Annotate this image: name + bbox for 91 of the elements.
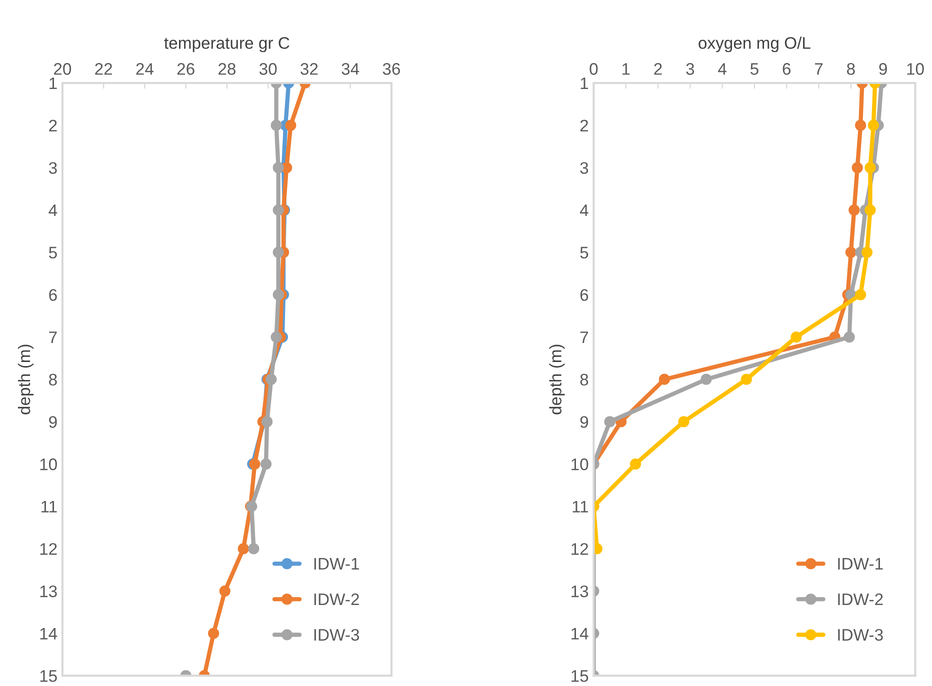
point [270, 331, 282, 343]
y-tick-label: 1 [580, 78, 588, 90]
y-tick-label: 14 [572, 628, 588, 640]
y-tick-label: 15 [40, 670, 57, 682]
x-tick-label: 5 [750, 63, 758, 75]
y-axis-title: depth (m) [549, 344, 565, 414]
x-tick-label: 1 [622, 63, 630, 75]
y-tick-label: 4 [48, 204, 58, 216]
point [855, 289, 866, 300]
y-tick-label: 2 [580, 120, 588, 132]
x-tick-label: 4 [718, 63, 726, 75]
point [848, 204, 860, 216]
y-tick-label: 5 [580, 246, 588, 259]
x-tick-label: 36 [382, 63, 400, 75]
y-tick-label: 8 [49, 374, 57, 386]
x-tick-label: 6 [782, 63, 791, 75]
point [238, 543, 249, 554]
point [852, 162, 863, 174]
point [630, 458, 642, 470]
y-tick-label: 11 [572, 500, 588, 512]
y-tick-label: 14 [40, 628, 58, 640]
point [868, 120, 879, 131]
y-tick-label: 9 [49, 416, 57, 428]
y-tick-label: 13 [572, 585, 588, 598]
x-tick-label: 34 [342, 63, 360, 75]
point [740, 374, 752, 385]
legend-label: IDW-1 [314, 558, 359, 570]
x-tick-label: 3 [686, 63, 694, 75]
point [272, 204, 284, 216]
x-axis-title: temperature gr C [164, 37, 290, 52]
y-tick-label: 12 [572, 543, 588, 555]
y-tick-label: 5 [48, 246, 57, 259]
x-tick-label: 30 [259, 63, 277, 75]
point [855, 120, 866, 131]
y-tick-label: 11 [42, 500, 57, 512]
point [864, 162, 876, 174]
x-tick-label: 20 [54, 63, 72, 75]
y-tick-label: 3 [48, 162, 57, 174]
x-tick-label: 26 [177, 63, 194, 75]
point [219, 585, 230, 597]
legend-label: IDW-3 [838, 628, 883, 641]
point [604, 416, 616, 428]
point [266, 374, 277, 385]
y-axis-title: depth (m) [18, 344, 34, 414]
x-tick-label: 10 [907, 63, 924, 75]
x-tick-label: 8 [847, 63, 855, 75]
y-tick-label: 15 [572, 670, 588, 682]
legend-label: IDW-2 [838, 593, 883, 606]
point [261, 416, 273, 428]
point [285, 120, 296, 131]
point [248, 543, 260, 554]
y-tick-label: 10 [572, 458, 588, 470]
y-tick-label: 3 [580, 162, 588, 174]
point [272, 246, 284, 258]
point [208, 628, 220, 639]
y-tick-label: 7 [580, 332, 588, 344]
point [864, 204, 876, 216]
x-tick-label: 0 [590, 63, 598, 75]
y-tick-label: 1 [50, 78, 57, 90]
y-tick-label: 10 [40, 458, 57, 470]
x-tick-label: 24 [136, 63, 154, 75]
point [272, 162, 284, 174]
point [272, 289, 284, 300]
x-tick-label: 7 [814, 63, 823, 75]
x-tick-label: 22 [95, 63, 112, 75]
x-tick-label: 9 [879, 63, 887, 75]
legend-label: IDW-1 [838, 558, 883, 570]
x-axis-title: oxygen mg O/L [698, 36, 810, 52]
y-tick-label: 12 [40, 543, 57, 555]
x-tick-label: 2 [654, 63, 662, 75]
legend-label: IDW-3 [314, 628, 360, 641]
y-tick-label: 2 [49, 120, 57, 132]
legend-label: IDW-2 [314, 593, 359, 606]
point [658, 374, 670, 385]
point [678, 416, 690, 428]
point [700, 374, 712, 385]
y-tick-label: 7 [49, 332, 57, 344]
y-tick-label: 6 [580, 289, 588, 301]
y-tick-label: 6 [49, 289, 57, 301]
y-tick-label: 8 [580, 374, 588, 386]
point [861, 246, 873, 258]
y-tick-label: 9 [580, 416, 588, 428]
point [270, 120, 282, 131]
x-tick-label: 32 [300, 63, 318, 75]
point [790, 331, 802, 343]
point [844, 331, 855, 343]
x-tick-label: 28 [218, 63, 236, 75]
point [845, 246, 856, 258]
y-tick-label: 13 [40, 585, 57, 598]
point [260, 458, 272, 470]
y-tick-label: 4 [580, 204, 588, 216]
